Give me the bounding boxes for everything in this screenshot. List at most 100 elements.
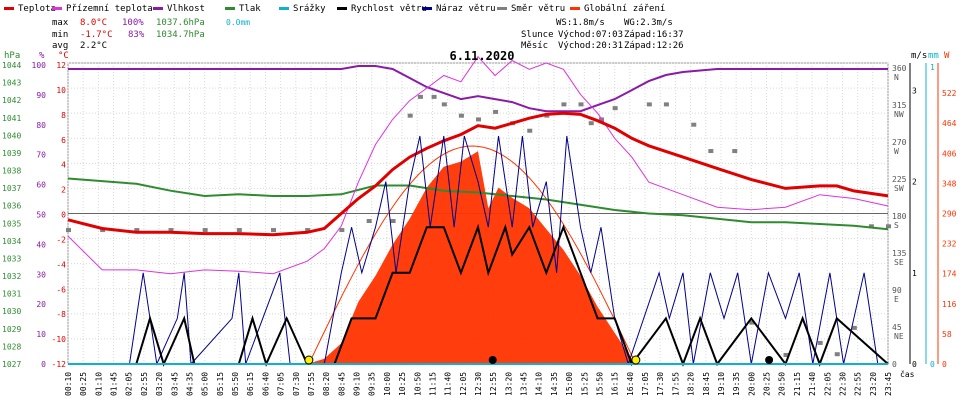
unit-w: W <box>944 51 950 61</box>
series-wind-dir-mark <box>390 219 396 224</box>
legend-label: Globální záření <box>584 4 665 14</box>
legend: Teplota Přízemní teplota Vlhkost Tlak Srážky… <box>4 4 665 14</box>
temp-tick: 10 <box>56 86 66 95</box>
hpa-tick: 1035 <box>2 219 21 228</box>
hpa-tick: 1027 <box>2 360 21 369</box>
dir-deg-tick: 90 <box>892 286 902 295</box>
time-tick: 14:10 <box>535 372 544 396</box>
legend-swatch <box>4 7 14 10</box>
dir-deg-tick: 270 <box>892 138 907 147</box>
series-wind-dir-mark <box>561 102 567 107</box>
series-wind-dir-mark <box>612 106 618 111</box>
legend-label: Srážky <box>293 4 326 14</box>
ms-tick: 3 <box>912 86 917 95</box>
data-series <box>66 55 891 367</box>
dir-deg-tick: 45 <box>892 323 902 332</box>
time-tick: 10:00 <box>383 372 392 396</box>
sun-moon-info: WS:1.8m/s WG:2.3m/s Slunce Východ:07:03 … <box>521 18 684 51</box>
time-tick: 11:15 <box>428 372 437 396</box>
time-tick: 07:55 <box>307 372 316 396</box>
stat-max-press: 1037.6hPa <box>156 18 205 28</box>
legend-swatch <box>52 7 62 10</box>
time-tick: 01:10 <box>94 372 103 396</box>
temp-tick: -12 <box>52 360 67 369</box>
time-tick: 12:30 <box>474 372 483 396</box>
w-tick: 58 <box>942 330 952 339</box>
hpa-tick: 1030 <box>2 307 21 316</box>
hpa-tick: 1036 <box>2 202 21 211</box>
series-wind-dir-mark <box>646 102 652 107</box>
series-wind-dir-mark <box>527 128 533 133</box>
series-wind-dir-mark <box>366 219 372 224</box>
moonset-marker <box>488 356 497 364</box>
time-tick: 17:05 <box>641 372 650 396</box>
w-tick: 290 <box>942 210 957 219</box>
time-tick: 20:25 <box>763 372 772 396</box>
legend-swatch <box>279 7 289 10</box>
dir-deg-tick: 135 <box>892 249 907 258</box>
hpa-tick: 1044 <box>2 61 21 70</box>
hpa-tick: 1041 <box>2 114 21 123</box>
stat-min-label: min <box>52 30 68 40</box>
temp-tick: -4 <box>56 260 66 269</box>
series-wind-dir-mark <box>476 117 481 122</box>
dir-deg-tick: 0 <box>892 360 897 369</box>
time-tick: 18:45 <box>702 372 711 396</box>
series-wind-dir-mark <box>886 224 891 229</box>
hpa-tick: 1037 <box>2 184 21 193</box>
legend-swatch <box>497 7 507 10</box>
legend-label: Směr větru <box>511 4 565 14</box>
pct-tick: 20 <box>36 300 46 309</box>
time-tick: 07:05 <box>277 372 286 396</box>
stat-max-hum: 100% <box>122 18 144 28</box>
time-tick: 03:45 <box>170 372 179 396</box>
sunrise-marker <box>304 355 314 365</box>
series-wind-dir-mark <box>431 94 437 99</box>
temp-tick: 8 <box>61 111 66 120</box>
time-tick: 05:15 <box>216 372 225 396</box>
series-wind-dir-mark <box>749 320 755 325</box>
temp-tick: 12 <box>56 61 66 70</box>
hpa-tick: 1042 <box>2 96 21 105</box>
legend-label: Přízemní teplota <box>66 4 153 14</box>
series-wind-speed <box>68 223 889 367</box>
time-tick: 14:35 <box>550 372 559 396</box>
legend-label: Tlak <box>239 4 261 14</box>
info-wg: WG:2.3m/s <box>624 18 673 28</box>
time-tick: 05:00 <box>201 372 210 396</box>
dir-name-tick: SE <box>894 258 904 267</box>
hpa-tick: 1039 <box>2 149 21 158</box>
temp-tick: -10 <box>52 335 67 344</box>
series-wind-dir-mark <box>168 228 174 233</box>
pct-tick: 30 <box>36 270 46 279</box>
hpa-tick: 1033 <box>2 254 21 263</box>
w-tick: 464 <box>942 119 957 128</box>
series-wind-dir-mark <box>834 352 840 357</box>
series-wind-dir-mark <box>578 102 584 107</box>
hpa-tick: 1029 <box>2 325 21 334</box>
mm-tick: 0 <box>930 360 935 369</box>
legend-label: Rychlost větru <box>351 4 427 14</box>
series-wind-dir-mark <box>339 228 345 233</box>
hpa-tick: 1031 <box>2 290 21 299</box>
series-radiation-area <box>307 151 639 364</box>
stat-min-hum: 83% <box>128 30 145 40</box>
time-tick: 02:05 <box>125 372 134 396</box>
w-tick: 348 <box>942 179 957 188</box>
info-moonrise: Východ:20:31 <box>558 41 623 51</box>
stat-max-label: max <box>52 18 69 28</box>
series-wind-dir-mark <box>663 102 669 107</box>
stat-avg-temp: 2.2°C <box>80 41 107 51</box>
unit-headers: hPa % °C m/s mm W <box>4 51 950 61</box>
stat-avg-label: avg <box>52 41 68 51</box>
series-wind-dir-mark <box>66 228 71 233</box>
pct-tick: 60 <box>36 181 46 190</box>
dir-deg-tick: 315 <box>892 101 907 110</box>
time-tick: 08:45 <box>337 372 346 396</box>
legend-swatch <box>225 7 235 10</box>
time-tick: 15:00 <box>565 372 574 396</box>
series-wind-dir-mark <box>493 109 499 114</box>
time-tick: 06:15 <box>246 372 255 396</box>
time-tick: 06:40 <box>261 372 270 396</box>
